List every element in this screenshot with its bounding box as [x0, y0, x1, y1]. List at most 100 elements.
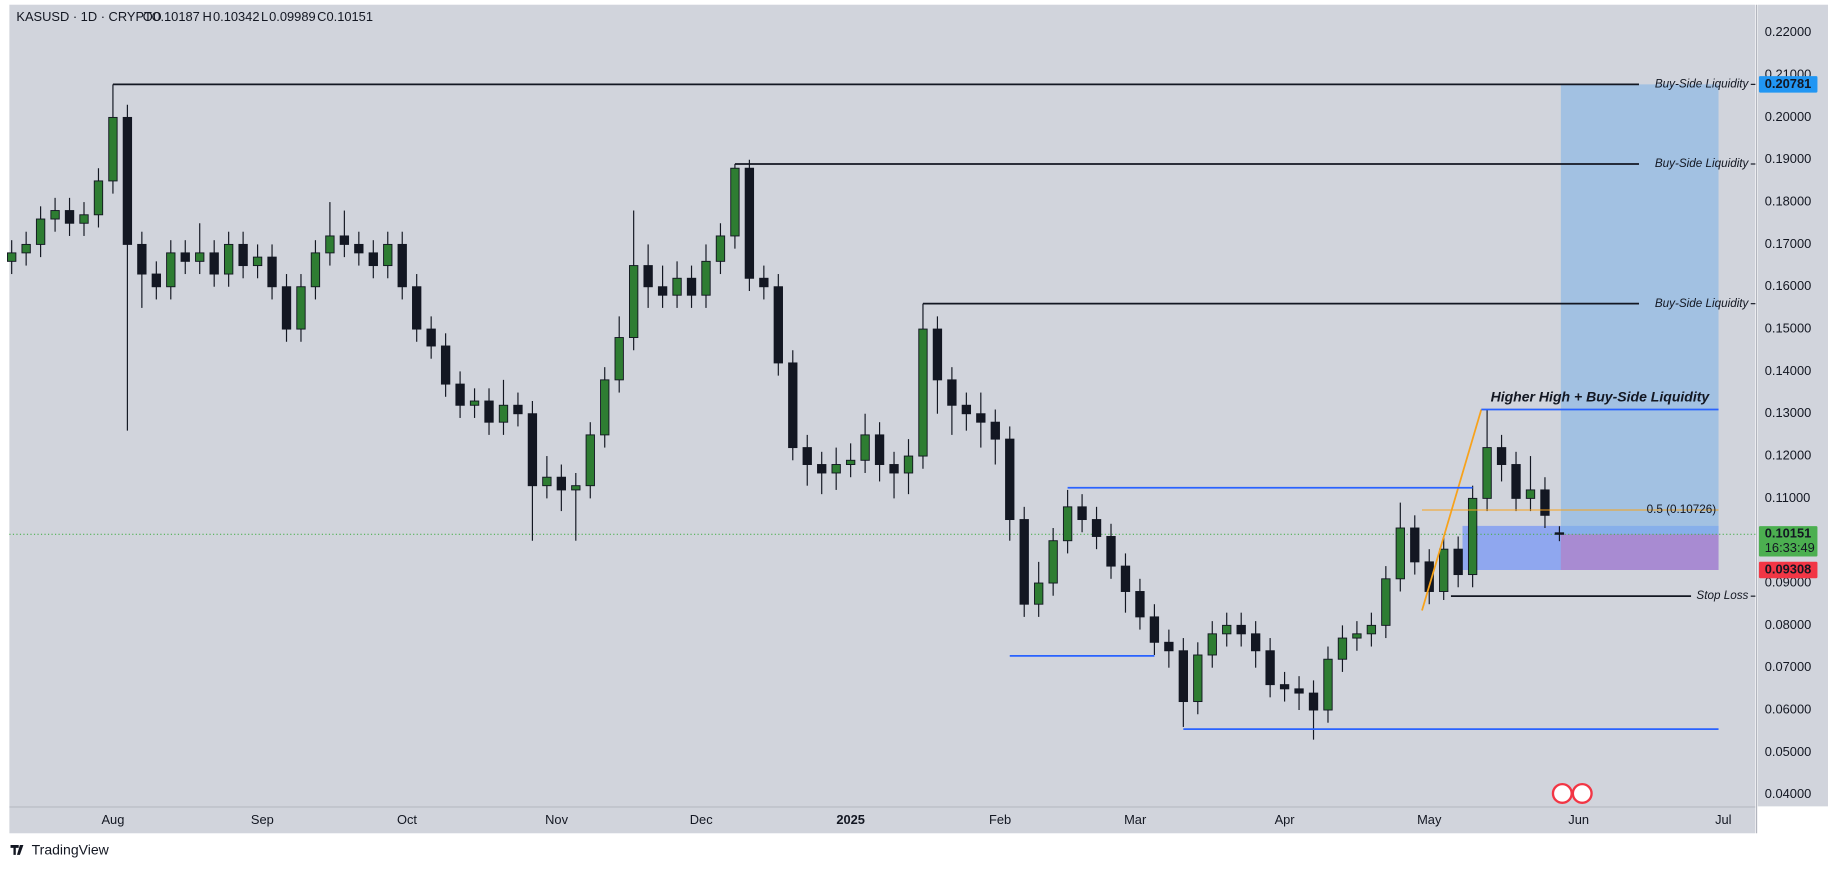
candle-body [961, 404, 972, 415]
candle-body [1019, 519, 1029, 605]
ohlc-label: C [317, 9, 326, 24]
event-icon[interactable] [1571, 782, 1593, 805]
price-tag-label: 0.10151 [1765, 526, 1811, 541]
candle-body [773, 286, 783, 364]
candle-body [788, 362, 798, 449]
candle-body [1193, 654, 1203, 703]
branding: TradingView [10, 842, 110, 858]
candle-body [918, 328, 928, 457]
candle-body [281, 286, 292, 330]
plot-area [9, 4, 1756, 807]
candle-body [860, 434, 870, 461]
x-tick-label: Feb [989, 812, 1011, 827]
candle-body [1424, 561, 1434, 592]
candle-body [440, 345, 451, 385]
price-axis [1757, 4, 1828, 807]
candle-body [1540, 489, 1550, 516]
candle-body [354, 243, 364, 254]
event-icons [1551, 782, 1593, 805]
candle-body [1323, 658, 1333, 711]
candle-body [629, 265, 639, 339]
y-tick-label: 0.19000 [1765, 151, 1811, 166]
y-tick-label: 0.20000 [1765, 109, 1811, 124]
x-tick-label: Mar [1124, 812, 1147, 827]
candle-body [831, 464, 841, 474]
candle-body [397, 243, 407, 288]
candle-body [21, 243, 31, 254]
y-tick-label: 0.05000 [1765, 744, 1811, 759]
candle-body [223, 243, 234, 275]
price-tag-label: 0.09308 [1765, 561, 1811, 576]
y-tick-label: 0.11000 [1765, 490, 1811, 505]
candle-body [195, 252, 205, 262]
price-tag [1758, 561, 1818, 579]
candle-body [932, 328, 943, 381]
candle-body [672, 277, 682, 296]
symbol: KASUSD · 1D · CRYPTO [16, 9, 161, 24]
candle-body [296, 286, 306, 330]
candle-body [1467, 497, 1478, 576]
candle-body [1511, 464, 1521, 499]
ohlc-label: H [202, 9, 211, 24]
y-tick-label: 0.06000 [1765, 701, 1811, 716]
event-icon[interactable] [1551, 782, 1573, 805]
candle-body [122, 116, 133, 245]
candle-body [1005, 438, 1015, 521]
y-tick-label: 0.15000 [1765, 320, 1811, 335]
y-tick-label: 0.04000 [1765, 786, 1811, 801]
candle-body [1337, 637, 1348, 660]
time-axis [9, 807, 1756, 834]
candle-body [267, 256, 277, 288]
candle-body [802, 447, 812, 465]
candle-body [1381, 578, 1391, 626]
candle-body [903, 455, 914, 474]
candle-body [484, 400, 494, 423]
candle-body [542, 476, 552, 487]
candle-body [93, 180, 104, 216]
position-zone [1560, 534, 1719, 570]
candle-body [1091, 519, 1102, 537]
candle-body [1308, 692, 1319, 711]
candle-body [643, 265, 653, 288]
candle-body [686, 277, 697, 296]
y-tick-label: 0.07000 [1765, 659, 1811, 674]
y-tick-label: 0.14000 [1765, 363, 1811, 378]
candle-body [180, 252, 190, 262]
candle-body [412, 286, 422, 330]
candle-body [1222, 624, 1232, 635]
countdown: 16:33:49 [1765, 540, 1815, 555]
position-zone [1560, 84, 1719, 535]
y-tick-label: 0.17000 [1765, 236, 1811, 251]
candle-body [1482, 447, 1492, 499]
candle-body [310, 252, 321, 288]
ohlc-label: L [261, 9, 268, 24]
x-tick-label: Dec [690, 812, 713, 827]
candle-body [715, 235, 726, 262]
x-tick-label: Sep [251, 812, 274, 827]
level-label: Stop Loss [1696, 589, 1748, 602]
candle-body [990, 421, 1000, 440]
x-tick-label: May [1417, 812, 1442, 827]
candle-body [657, 286, 668, 296]
price-tag [1758, 526, 1818, 557]
candle-body [325, 235, 335, 254]
level-label: Buy-Side Liquidity [1655, 297, 1750, 310]
candle-body [1554, 532, 1565, 535]
candle-body [874, 434, 885, 465]
candle-body [556, 476, 567, 491]
candle-body [209, 252, 219, 275]
candle-body [889, 464, 899, 474]
swing-label: Higher High + Buy-Side Liquidity [1491, 388, 1711, 404]
candle-body [383, 243, 393, 267]
candle-body [108, 116, 118, 182]
x-tick-label: 2025 [836, 812, 865, 827]
y-tick-label: 0.13000 [1765, 405, 1811, 420]
brand: TradingView [32, 842, 110, 858]
candle-body [1265, 650, 1275, 686]
ohlc-value: 0.10151 [327, 9, 373, 24]
candle-body [614, 337, 624, 381]
candle-body [469, 400, 480, 406]
candle-body [1366, 624, 1377, 635]
y-tick-label: 0.18000 [1765, 193, 1811, 208]
